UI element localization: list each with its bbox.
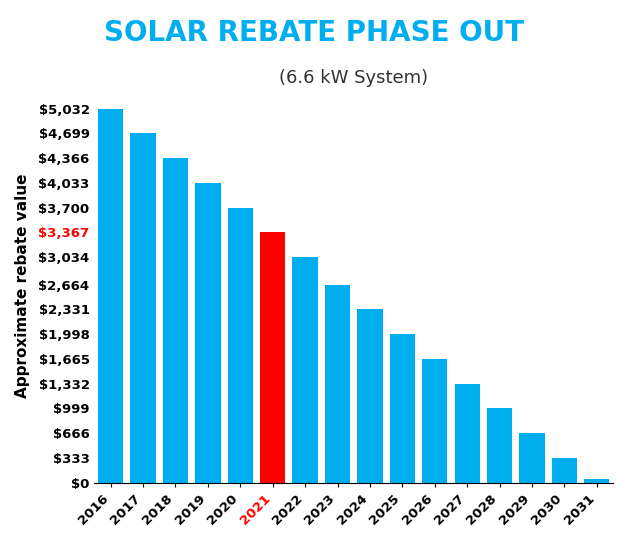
Bar	[357, 309, 382, 483]
Bar	[293, 257, 318, 483]
Bar	[260, 233, 285, 483]
Text: SOLAR REBATE PHASE OUT: SOLAR REBATE PHASE OUT	[104, 19, 524, 47]
Bar	[163, 158, 188, 483]
Bar	[584, 479, 609, 483]
Y-axis label: Approximate rebate value: Approximate rebate value	[15, 173, 30, 398]
Bar	[325, 285, 350, 483]
Title: (6.6 kW System): (6.6 kW System)	[279, 69, 428, 87]
Bar	[131, 133, 156, 483]
Bar	[98, 109, 123, 483]
Bar	[422, 359, 447, 483]
Bar	[519, 433, 544, 483]
Bar	[390, 334, 415, 483]
Bar	[227, 208, 253, 483]
Bar	[195, 183, 220, 483]
Bar	[487, 409, 512, 483]
Bar	[455, 384, 480, 483]
Bar	[552, 458, 577, 483]
